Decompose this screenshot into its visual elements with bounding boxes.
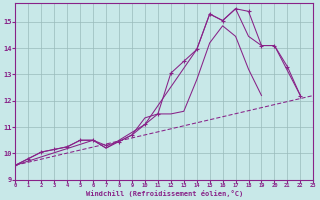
X-axis label: Windchill (Refroidissement éolien,°C): Windchill (Refroidissement éolien,°C) [86, 190, 243, 197]
